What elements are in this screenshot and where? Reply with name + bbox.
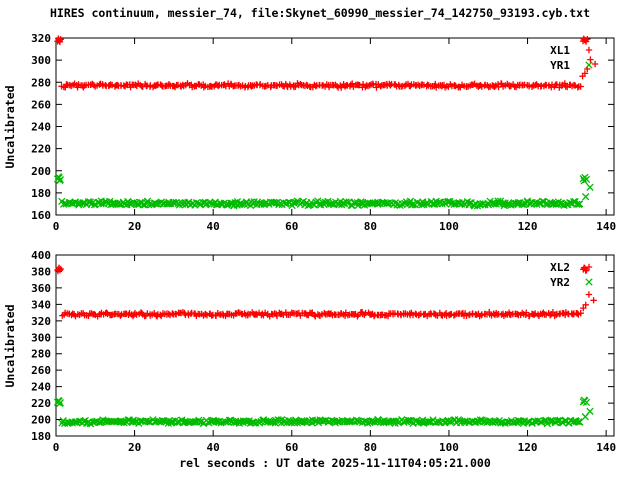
x-tick-label: 0 — [53, 220, 60, 233]
x-tick-label: 40 — [207, 441, 220, 454]
y-tick-label: 220 — [31, 397, 51, 410]
x-tick-label: 100 — [439, 441, 459, 454]
legend-label-xl2: XL2 — [550, 261, 570, 274]
legend-label-yr2: YR2 — [550, 276, 570, 289]
legend-label-yr1: YR1 — [550, 59, 570, 72]
y-tick-label: 180 — [31, 187, 51, 200]
x-tick-label: 140 — [596, 220, 616, 233]
x-tick-label: 80 — [364, 220, 377, 233]
y-tick-label: 160 — [31, 209, 51, 222]
y-tick-label: 240 — [31, 381, 51, 394]
legend-marker-xl1 — [585, 46, 593, 54]
y-tick-label: 320 — [31, 315, 51, 328]
top-chart: 0 20 40 60 80 100 120 140 160 180 200 220 240 260 280 3… — [31, 32, 616, 233]
plot-border — [55, 254, 615, 437]
x-tick-label: 60 — [285, 441, 298, 454]
tick-marks — [55, 37, 614, 216]
yr1-points — [53, 173, 594, 210]
x-tick-label: 120 — [518, 220, 538, 233]
x-tick-label: 80 — [364, 441, 377, 454]
y-tick-label: 280 — [31, 76, 51, 89]
figure-title: HIRES continuum, messier_74, file:Skynet… — [50, 6, 590, 21]
y-tick-label: 220 — [31, 143, 51, 156]
x-tick-label: 100 — [439, 220, 459, 233]
y-tick-label: 340 — [31, 298, 51, 311]
legend-label-xl1: XL1 — [550, 44, 570, 57]
y-tick-label: 300 — [31, 331, 51, 344]
y-tick-label: 260 — [31, 364, 51, 377]
legend-marker-yr2 — [585, 278, 593, 286]
legend-marker-xl2 — [585, 263, 593, 271]
x-tick-label: 40 — [207, 220, 220, 233]
tick-marks — [55, 254, 614, 437]
y-tick-label: 240 — [31, 121, 51, 134]
y-tick-label: 380 — [31, 265, 51, 278]
x-tick-label: 120 — [518, 441, 538, 454]
y-tick-label: 200 — [31, 414, 51, 427]
xl2-points — [54, 264, 597, 320]
y-tick-label: 200 — [31, 165, 51, 178]
bottom-chart: 0 20 40 60 80 100 120 140 180 200 220 240 260 280 300 3… — [31, 249, 616, 454]
x-tick-label: 20 — [128, 441, 141, 454]
y-tick-label: 280 — [31, 348, 51, 361]
xlabel: rel seconds : UT date 2025-11-11T04:05:2… — [179, 456, 491, 470]
y-tick-label: 260 — [31, 98, 51, 111]
yr2-points — [53, 396, 594, 428]
y-tick-label: 300 — [31, 54, 51, 67]
y-tick-label: 180 — [31, 430, 51, 443]
y-tick-label: 320 — [31, 32, 51, 45]
x-tick-label: 0 — [53, 441, 60, 454]
plot-border — [55, 37, 615, 216]
x-tick-label: 20 — [128, 220, 141, 233]
legend-marker-yr1 — [585, 61, 593, 69]
y-tick-label: 400 — [31, 249, 51, 262]
xl1-points — [54, 35, 599, 91]
x-tick-label: 60 — [285, 220, 298, 233]
x-tick-label: 140 — [596, 441, 616, 454]
y-tick-label: 360 — [31, 282, 51, 295]
ylabel-bottom: Uncalibrated — [3, 304, 17, 387]
ylabel-top: Uncalibrated — [3, 85, 17, 168]
